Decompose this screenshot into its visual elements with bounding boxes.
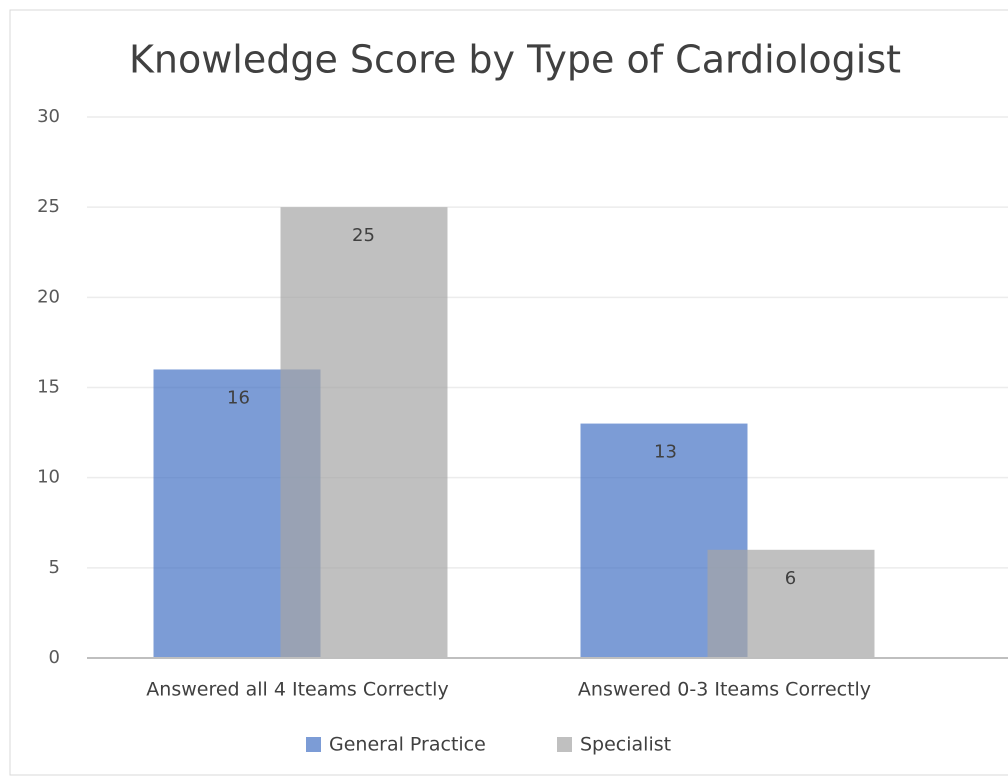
data-label: 13 (654, 442, 677, 463)
data-label: 6 (785, 568, 796, 589)
y-tick-label: 25 (37, 196, 60, 217)
bar (280, 207, 448, 658)
bar (707, 549, 875, 658)
y-tick-label: 15 (37, 377, 60, 398)
data-label: 16 (227, 387, 250, 408)
y-tick-label: 30 (37, 106, 60, 127)
y-tick-label: 20 (37, 286, 60, 307)
legend-swatch (306, 737, 321, 752)
legend-swatch (557, 737, 572, 752)
y-tick-label: 10 (37, 467, 60, 488)
x-tick-label: Answered 0-3 Iteams Correctly (578, 679, 871, 701)
legend-label: Specialist (580, 734, 671, 756)
legend-label: General Practice (329, 734, 486, 756)
data-label: 25 (352, 225, 375, 246)
y-tick-label: 5 (49, 557, 60, 578)
y-tick-label: 0 (49, 647, 60, 668)
chart-title: Knowledge Score by Type of Cardiologist (129, 38, 901, 82)
x-tick-label: Answered all 4 Iteams Correctly (146, 679, 448, 701)
